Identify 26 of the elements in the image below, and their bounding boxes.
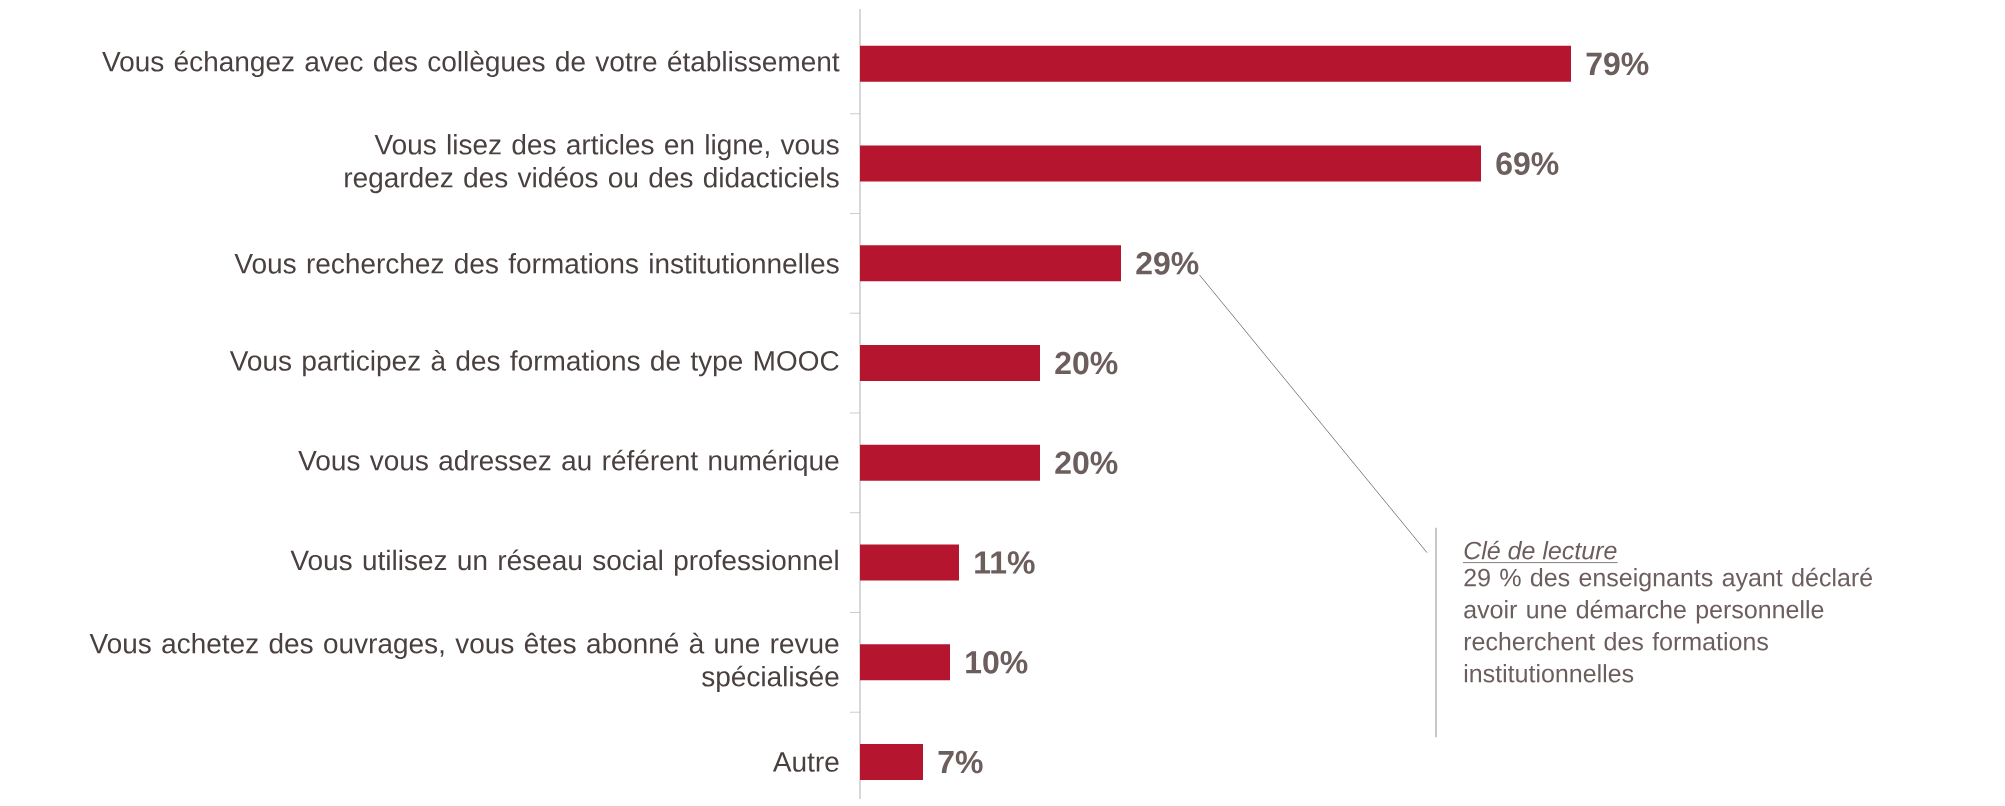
y-tick-label: Vous échangez avec des collègues de votre établissement xyxy=(102,50,840,78)
y-tick-label: Vous recherchez des formations institutionnelles xyxy=(234,253,839,274)
bar xyxy=(860,145,1481,182)
data-label: 69% xyxy=(1496,152,1559,175)
data-label: 79% xyxy=(1586,52,1649,76)
y-tick-label: Vous lisez des articles en ligne, vous regardez des vidéos ou des didacticiels xyxy=(345,134,839,194)
data-label: 29% xyxy=(1136,252,1199,275)
data-label: 20% xyxy=(1055,451,1118,475)
bar xyxy=(860,245,1121,282)
y-tick-label: Vous participez à des formations de type MOOC xyxy=(229,349,839,377)
y-tick-label: Vous vous adressez au référent numérique xyxy=(298,449,839,477)
annotation: Clé de lecture xyxy=(1464,540,1617,560)
bar xyxy=(860,744,923,781)
bar xyxy=(860,345,1040,382)
data-label: 10% xyxy=(966,651,1028,674)
data-label: 7% xyxy=(938,750,983,774)
bar xyxy=(860,544,959,581)
data-label: 20% xyxy=(1055,351,1118,375)
bar xyxy=(860,644,950,681)
annotation: 29 % des enseignants ayant déclaré avoir une démarche personnelle recherchent des formations institutionnelles xyxy=(1464,567,1872,683)
bar xyxy=(860,444,1040,481)
bar xyxy=(860,45,1571,82)
y-tick-label: Autre xyxy=(772,752,839,772)
data-label: 11% xyxy=(975,551,1035,574)
y-tick-label: Vous utilisez un réseau social professionnel xyxy=(290,549,838,576)
y-tick-label: Vous achetez des ouvrages, vous êtes abonné à une revue spécialisée xyxy=(89,632,839,693)
